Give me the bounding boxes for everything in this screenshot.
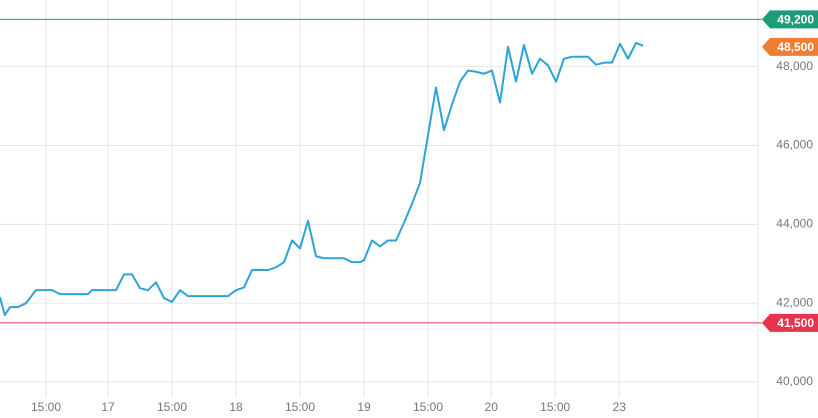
x-tick-label: 15:00 xyxy=(157,400,187,414)
x-tick-label: 19 xyxy=(357,400,371,414)
y-tick-label: 44,000 xyxy=(776,216,813,230)
x-tick-label: 18 xyxy=(229,400,243,414)
level-badge xyxy=(762,10,818,29)
x-tick-label: 15:00 xyxy=(31,400,61,414)
x-tick-label: 17 xyxy=(101,400,115,414)
x-tick-label: 15:00 xyxy=(413,400,443,414)
x-tick-label: 20 xyxy=(485,400,499,414)
y-tick-label: 46,000 xyxy=(776,138,813,152)
level-label: 49,200 xyxy=(777,12,814,26)
y-tick-label: 42,000 xyxy=(776,295,813,309)
level-label: 48,500 xyxy=(777,40,814,54)
x-tick-label: 23 xyxy=(613,400,627,414)
price-line xyxy=(0,41,644,316)
y-tick-label: 48,000 xyxy=(776,59,813,73)
level-label: 41,500 xyxy=(777,316,814,330)
y-tick-label: 40,000 xyxy=(776,374,813,388)
level-badge xyxy=(762,313,818,332)
x-tick-label: 15:00 xyxy=(285,400,315,414)
x-tick-label: 15:00 xyxy=(540,400,570,414)
level-badge xyxy=(762,37,818,56)
